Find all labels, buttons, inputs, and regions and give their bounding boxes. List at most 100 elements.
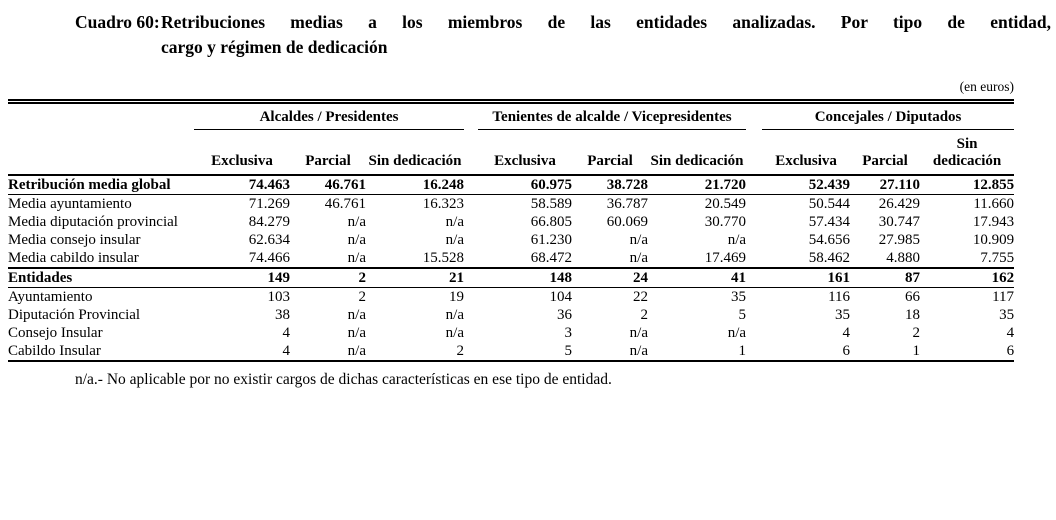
value-cell: 58.462 (808, 249, 851, 266)
value-cell: 35 (835, 306, 851, 323)
spacer-cell (746, 129, 763, 177)
table-row: Media diputación provincial 84.279 n/a n/a 6… (8, 213, 1014, 231)
value-cell: 16.323 (422, 195, 464, 212)
spacer-cell (464, 195, 478, 214)
table-row: Media consejo insular 62.634 n/a n/a 61.230 n… (8, 231, 1014, 249)
subheader-parcial: Parcial (572, 129, 648, 177)
value-cell: 4.880 (886, 249, 921, 266)
subheader-row: Exclusiva Parcial Sin dedicación Exclusi… (8, 129, 1015, 177)
table-row: Entidades 149 2 21 148 24 41 161 87 162 (8, 267, 1015, 289)
subheader-exclusiva: Exclusiva (478, 129, 572, 177)
row-label: Media consejo insular (8, 232, 141, 249)
value-cell: 149 (194, 267, 290, 289)
table-row: Media cabildo insular 74.466 n/a 15.528 68.4… (8, 249, 1014, 268)
value-cell: 17.943 (972, 213, 1015, 230)
value-cell: 74.463 (194, 174, 290, 196)
stub-cell (8, 129, 194, 177)
value-cell: 54.656 (808, 231, 851, 248)
retribuciones-table: Alcaldes / Presidentes Tenientes de alca… (8, 99, 1015, 363)
value-cell: 1 (912, 342, 921, 359)
spacer-cell (746, 306, 762, 324)
table-row: Ayuntamiento 103 2 19 104 22 35 116 66 117 (8, 288, 1014, 307)
value-cell: n/a (727, 231, 747, 248)
subheader-sin-dedicacion: Sin dedicación (648, 129, 747, 177)
title-line2: cargo y régimen de dedicación (161, 36, 388, 57)
row-label: Diputación Provincial (8, 307, 141, 324)
title-label: Cuadro 60: (75, 12, 160, 32)
value-cell: 46.761 (290, 174, 366, 196)
row-label: Entidades (8, 267, 194, 289)
value-cell: n/a (445, 231, 464, 248)
spacer-cell (464, 342, 478, 361)
value-cell: 38 (275, 306, 290, 323)
spacer-cell (746, 249, 762, 268)
spacer-cell (746, 231, 762, 249)
value-cell: 60.975 (478, 174, 572, 196)
value-cell: 27.985 (878, 231, 921, 248)
spacer-cell (464, 288, 478, 307)
value-cell: 161 (762, 267, 851, 289)
value-cell: 7.755 (980, 249, 1015, 266)
value-cell: 4 (842, 324, 851, 341)
value-cell: 60.069 (606, 213, 648, 230)
table-row: Retribución media global 74.463 46.761 16.2… (8, 174, 1015, 196)
spacer-cell (746, 174, 763, 196)
value-cell: 103 (267, 288, 291, 305)
spacer-cell (464, 213, 478, 231)
value-cell: n/a (347, 306, 366, 323)
value-cell: 11.660 (973, 195, 1015, 212)
spacer-cell (746, 213, 762, 231)
value-cell: 116 (828, 288, 851, 305)
value-cell: 2 (456, 342, 465, 359)
spacer-cell (746, 342, 762, 361)
row-label: Ayuntamiento (8, 289, 93, 306)
value-cell: n/a (445, 306, 464, 323)
value-cell: 74.466 (248, 249, 290, 266)
page-title: Cuadro 60: Retribuciones medias a los mi… (75, 10, 1056, 59)
value-cell: 2 (290, 267, 366, 289)
value-cell: 3 (564, 324, 573, 341)
spacer-cell (464, 249, 478, 268)
row-label: Consejo Insular (8, 325, 103, 342)
spacer-cell (746, 195, 762, 214)
value-cell: 22 (633, 288, 648, 305)
spacer-cell (464, 129, 478, 177)
value-cell: 117 (992, 288, 1015, 305)
value-cell: 24 (572, 267, 648, 289)
value-cell: 21.720 (648, 174, 747, 196)
group-header-row: Alcaldes / Presidentes Tenientes de alca… (8, 101, 1015, 131)
title-line1: Retribuciones medias a los miembros de l… (161, 12, 1051, 32)
value-cell: 19 (449, 288, 464, 305)
value-cell: 20.549 (704, 195, 747, 212)
table-row: Media ayuntamiento 71.269 46.761 16.323 58.5… (8, 195, 1014, 214)
value-cell: 26.429 (878, 195, 921, 212)
value-cell: n/a (629, 324, 648, 341)
value-cell: 4 (1006, 324, 1015, 341)
value-cell: 15.528 (422, 249, 464, 266)
subheader-sin-dedicacion: Sin dedicación (366, 129, 464, 177)
value-cell: 21 (366, 267, 464, 289)
footnote: n/a.- No aplicable por no existir cargos… (75, 371, 612, 389)
value-cell: 12.855 (920, 174, 1015, 196)
value-cell: 6 (842, 342, 851, 359)
value-cell: 35 (999, 306, 1015, 323)
value-cell: n/a (347, 231, 366, 248)
table-body: Retribución media global 74.463 46.761 16.2… (8, 174, 1015, 361)
value-cell: n/a (727, 324, 747, 341)
value-cell: n/a (347, 324, 366, 341)
value-cell: n/a (445, 213, 464, 230)
subheader-exclusiva: Exclusiva (762, 129, 851, 177)
spacer-cell (746, 102, 762, 130)
value-cell: 17.469 (704, 249, 747, 266)
spacer-cell (464, 324, 478, 342)
value-cell: 5 (564, 342, 573, 359)
value-cell: n/a (347, 213, 366, 230)
subheader-exclusiva: Exclusiva (194, 129, 290, 177)
value-cell: 62.634 (248, 231, 290, 248)
stub-cell (8, 102, 194, 130)
value-cell: 16.248 (366, 174, 464, 196)
value-cell: n/a (629, 231, 648, 248)
value-cell: 1 (738, 342, 747, 359)
value-cell: 71.269 (248, 195, 290, 212)
value-cell: 87 (850, 267, 921, 289)
